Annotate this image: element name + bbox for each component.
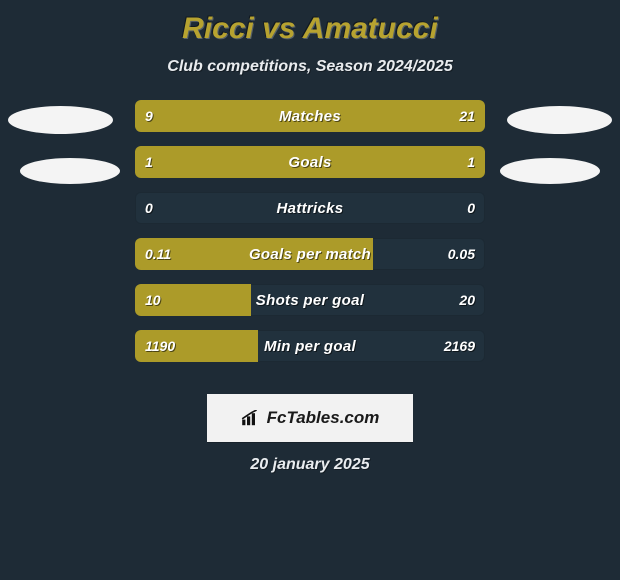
page-title: Ricci vs Amatucci (0, 12, 620, 46)
brand-chart-icon (241, 410, 261, 426)
stat-row: 0.110.05Goals per match (135, 238, 485, 270)
stat-label: Goals per match (135, 238, 485, 270)
stat-label: Min per goal (135, 330, 485, 362)
player-left-badge-2 (20, 158, 120, 184)
comparison-card: Ricci vs Amatucci Club competitions, Sea… (0, 0, 620, 580)
stat-label: Matches (135, 100, 485, 132)
stat-label: Shots per goal (135, 284, 485, 316)
player-right-badge-2 (500, 158, 600, 184)
stat-row: 00Hattricks (135, 192, 485, 224)
player-right-badge-1 (507, 106, 612, 134)
stat-row: 11902169Min per goal (135, 330, 485, 362)
stat-row: 921Matches (135, 100, 485, 132)
stat-label: Goals (135, 146, 485, 178)
comparison-arena: 921Matches 11Goals 00Hattricks 0.110.05Goal… (0, 100, 620, 380)
stat-row: 11Goals (135, 146, 485, 178)
stat-row: 1020Shots per goal (135, 284, 485, 316)
brand-banner: FcTables.com (207, 394, 413, 442)
player-left-badge-1 (8, 106, 113, 134)
page-subtitle: Club competitions, Season 2024/2025 (0, 58, 620, 76)
stat-label: Hattricks (135, 192, 485, 224)
brand-text: FcTables.com (267, 408, 380, 428)
stat-bars: 921Matches 11Goals 00Hattricks 0.110.05Goal… (135, 100, 485, 376)
snapshot-date: 20 january 2025 (0, 456, 620, 474)
